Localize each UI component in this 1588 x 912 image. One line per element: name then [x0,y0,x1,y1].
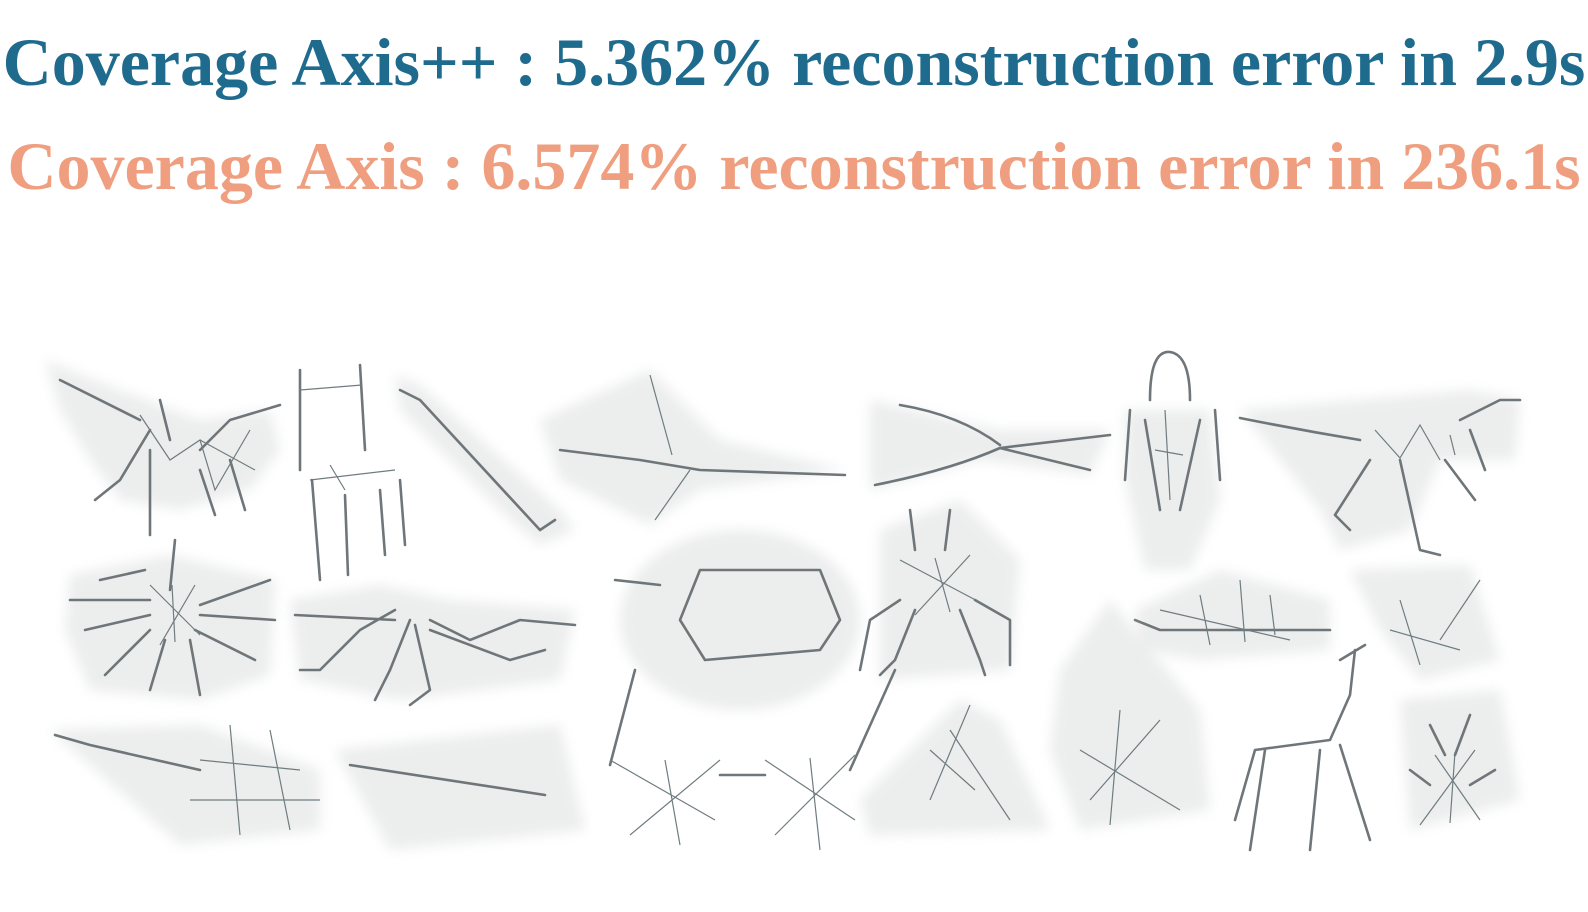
skeleton-gallery [45,350,1522,852]
guitar-skeleton [50,724,320,845]
bottle-skeleton [335,725,585,850]
fish-skeleton [1133,570,1332,660]
dinosaur-skeleton [1238,390,1522,557]
glasses-skeleton [608,668,897,851]
chair-skeleton [298,363,407,582]
spider-skeleton [65,538,277,700]
deer-skeleton [1233,643,1372,852]
bone-skeleton [395,375,575,545]
tongs-skeleton [870,400,1112,490]
crab-skeleton [858,500,1020,680]
bird-skeleton [1350,565,1500,680]
dolphin-skeleton [860,700,1050,835]
teddy-bear-skeleton [1400,690,1520,830]
headline-coverage-axis-plus: Coverage Axis++ : 5.362% reconstruction … [2,24,1586,100]
torus-skeleton [613,530,860,710]
bunny-skeleton [1050,600,1210,830]
airplane-skeleton [540,370,847,525]
octopus-skeleton [290,585,577,707]
ant-skeleton [45,360,282,537]
headline-coverage-axis: Coverage Axis : 6.574% reconstruction er… [7,128,1581,204]
figure-skeleton [1123,350,1222,570]
